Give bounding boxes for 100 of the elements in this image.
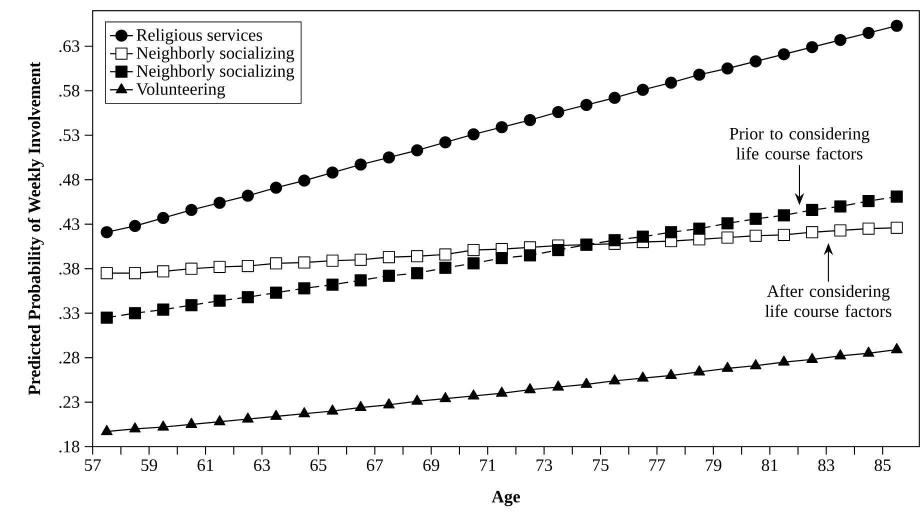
x-tick-label: 71: [480, 459, 496, 471]
point: [354, 254, 367, 266]
point: [608, 234, 621, 246]
y-tick-label: .58: [59, 84, 80, 97]
point: [552, 106, 564, 118]
point: [750, 212, 762, 225]
point: [214, 415, 226, 426]
point: [834, 349, 846, 360]
point: [468, 389, 480, 400]
x-tick-label: 79: [706, 459, 722, 472]
point: [242, 190, 254, 202]
point: [665, 368, 677, 380]
point: [100, 312, 113, 324]
point: [185, 262, 198, 275]
y-tick-label: .63: [59, 40, 80, 52]
point: [721, 217, 734, 230]
x-tick-label: 69: [423, 459, 440, 472]
point: [580, 378, 592, 388]
point: [862, 195, 875, 208]
point: [298, 407, 310, 418]
point: [270, 286, 282, 299]
x-tick-label: 83: [818, 459, 834, 472]
point: [270, 257, 282, 270]
point: [214, 260, 226, 274]
point: [467, 244, 480, 256]
legend-label: Neighborly socializing: [136, 46, 294, 62]
point: [890, 20, 903, 32]
legend-label: Volunteering: [136, 82, 226, 98]
point: [580, 98, 592, 112]
point: [721, 62, 734, 75]
point: [100, 226, 113, 238]
point: [862, 346, 874, 357]
annotation: Prior to considering life course factors: [730, 127, 870, 160]
point: [636, 230, 649, 243]
point: [496, 386, 508, 397]
point: [382, 270, 395, 282]
point: [524, 249, 536, 262]
point: [439, 136, 452, 148]
y-tick-label: .28: [59, 352, 80, 364]
x-tick-label: 59: [141, 459, 158, 472]
point: [750, 55, 762, 68]
x-tick-label: 57: [85, 459, 101, 471]
x-axis-title: Age: [492, 490, 520, 506]
point: [298, 282, 310, 294]
point: [778, 209, 790, 222]
point: [496, 121, 508, 134]
point: [862, 26, 875, 40]
point: [806, 41, 818, 54]
point: [890, 190, 903, 203]
point: [411, 250, 424, 262]
x-tick-label: 85: [874, 459, 891, 472]
point: [440, 392, 452, 402]
legend-label: Religious services: [136, 28, 262, 44]
point: [270, 410, 282, 420]
point: [185, 299, 198, 312]
point: [354, 158, 367, 171]
point: [496, 252, 508, 264]
point: [637, 372, 649, 382]
point: [242, 260, 254, 272]
point: [242, 412, 254, 423]
y-tick-label: .38: [59, 262, 80, 275]
point: [298, 174, 310, 187]
point: [552, 380, 564, 391]
point: [157, 212, 170, 224]
point: [608, 92, 621, 104]
point: [664, 76, 678, 89]
y-tick-label: .33: [59, 307, 80, 320]
x-tick-label: 65: [310, 459, 326, 472]
point: [298, 256, 310, 269]
y-tick-label: .43: [59, 218, 80, 230]
x-tick-label: 77: [649, 459, 666, 471]
point: [157, 265, 170, 278]
point: [806, 204, 818, 216]
point: [693, 365, 706, 376]
point: [722, 362, 734, 372]
point: [834, 224, 846, 237]
point: [128, 267, 142, 280]
point: [411, 267, 424, 280]
point: [411, 144, 424, 156]
point: [721, 232, 734, 244]
point: [806, 226, 818, 238]
x-tick-label: 61: [198, 459, 214, 472]
point: [326, 166, 339, 179]
point: [778, 228, 790, 241]
point: [750, 230, 762, 242]
point: [552, 244, 564, 256]
y-axis-title: Predicted Probability of Weekly Involvement: [28, 62, 44, 396]
point: [382, 151, 395, 164]
point: [778, 356, 790, 366]
point: [186, 418, 198, 428]
point: [383, 398, 395, 408]
point: [806, 352, 818, 364]
point: [242, 291, 254, 304]
point: [890, 343, 903, 354]
point: [129, 422, 141, 432]
point: [354, 274, 367, 286]
legend-label: Neighborly socializing: [136, 64, 294, 80]
y-tick-label: .53: [59, 129, 80, 142]
point: [750, 359, 762, 370]
point: [100, 267, 113, 280]
